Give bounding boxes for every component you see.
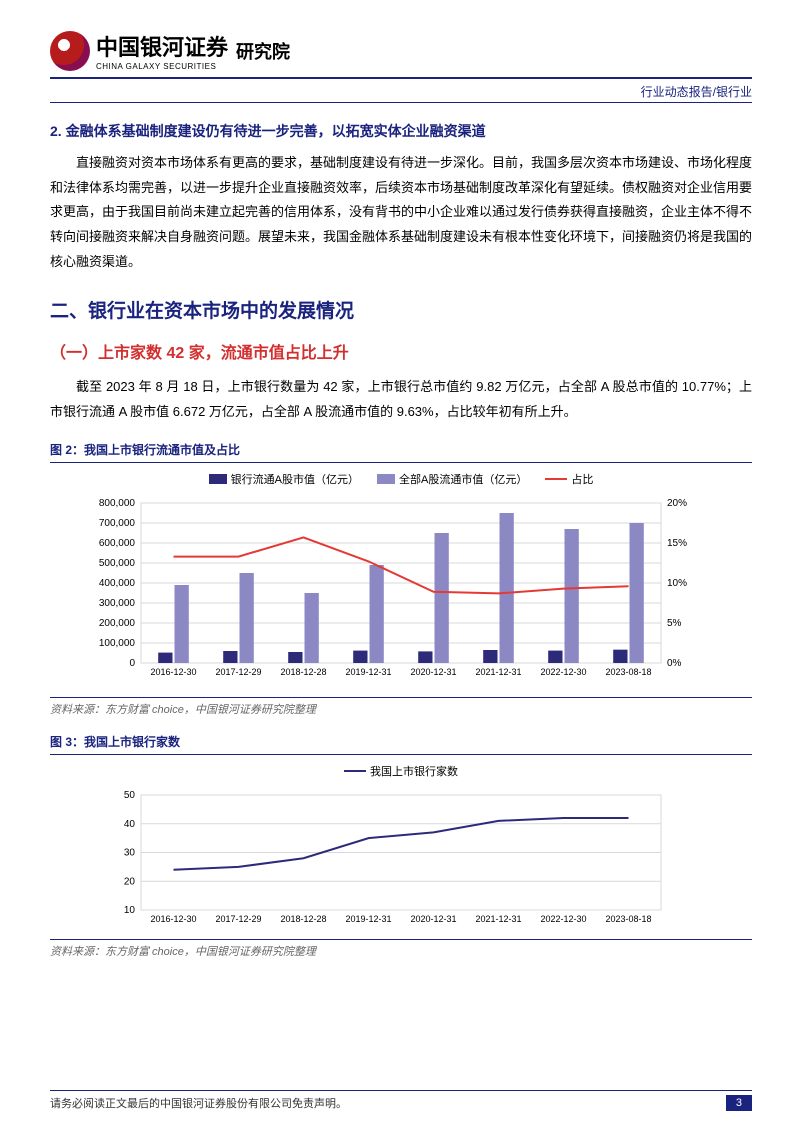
svg-text:500,000: 500,000 (99, 558, 136, 569)
svg-text:2021-12-31: 2021-12-31 (475, 667, 521, 677)
legend-all: 全部A股流通市值（亿元） (399, 471, 527, 487)
svg-text:800,000: 800,000 (99, 498, 136, 509)
logo-icon (50, 31, 90, 71)
svg-text:400,000: 400,000 (99, 578, 136, 589)
fig2-source: 资料来源：东方财富 choice，中国银河证券研究院整理 (50, 697, 752, 717)
svg-text:50: 50 (124, 790, 136, 801)
legend-bank: 银行流通A股市值（亿元） (231, 471, 359, 487)
svg-text:5%: 5% (667, 618, 682, 629)
svg-text:2017-12-29: 2017-12-29 (215, 667, 261, 677)
page-footer: 请务必阅读正文最后的中国银河证券股份有限公司免责声明。 3 (50, 1090, 752, 1111)
svg-text:30: 30 (124, 847, 136, 858)
svg-text:2023-08-18: 2023-08-18 (605, 914, 651, 924)
legend-count: 我国上市银行家数 (370, 763, 458, 779)
svg-text:20: 20 (124, 876, 136, 887)
heading-two: 二、银行业在资本市场中的发展情况 (50, 296, 752, 323)
svg-text:600,000: 600,000 (99, 538, 136, 549)
logo: 中国银河证券 CHINA GALAXY SECURITIES 研究院 (50, 30, 290, 71)
fig3-svg: 10 20 30 40 50 2016-12-30 2017-12-29 2018-12-28… (81, 785, 721, 935)
svg-text:2020-12-31: 2020-12-31 (410, 667, 456, 677)
svg-text:2021-12-31: 2021-12-31 (475, 914, 521, 924)
svg-text:2020-12-31: 2020-12-31 (410, 914, 456, 924)
fig3-title: 图 3：我国上市银行家数 (50, 733, 752, 755)
svg-text:2017-12-29: 2017-12-29 (215, 914, 261, 924)
svg-text:10%: 10% (667, 578, 687, 589)
svg-text:2018-12-28: 2018-12-28 (280, 667, 326, 677)
report-tag: 行业动态报告/银行业 (50, 83, 752, 103)
page-number: 3 (726, 1095, 752, 1111)
svg-text:10: 10 (124, 905, 136, 916)
svg-text:0%: 0% (667, 658, 682, 669)
svg-text:2023-08-18: 2023-08-18 (605, 667, 651, 677)
svg-text:200,000: 200,000 (99, 618, 136, 629)
section-2-title: 2. 金融体系基础制度建设仍有待进一步完善，以拓宽实体企业融资渠道 (50, 121, 752, 141)
fig2-legend: 银行流通A股市值（亿元） 全部A股流通市值（亿元） 占比 (209, 471, 594, 487)
svg-text:2019-12-31: 2019-12-31 (345, 914, 391, 924)
page-header: 中国银河证券 CHINA GALAXY SECURITIES 研究院 (50, 30, 752, 79)
svg-text:40: 40 (124, 819, 136, 830)
svg-text:300,000: 300,000 (99, 598, 136, 609)
disclaimer: 请务必阅读正文最后的中国银河证券股份有限公司免责声明。 (50, 1095, 347, 1111)
svg-text:100,000: 100,000 (99, 638, 136, 649)
subheading-one: （一）上市家数 42 家，流通市值占比上升 (50, 339, 752, 363)
svg-text:0: 0 (129, 658, 135, 669)
fig3-legend: 我国上市银行家数 (344, 763, 458, 779)
fig3-chart: 我国上市银行家数 10 20 30 40 50 2016-12-30 2017-12-29 2… (50, 763, 752, 935)
svg-text:700,000: 700,000 (99, 518, 136, 529)
fig2-title: 图 2：我国上市银行流通市值及占比 (50, 441, 752, 463)
paragraph-one: 截至 2023 年 8 月 18 日，上市银行数量为 42 家，上市银行总市值约… (50, 375, 752, 424)
svg-text:20%: 20% (667, 498, 687, 509)
fig2-chart: 银行流通A股市值（亿元） 全部A股流通市值（亿元） 占比 0 100,000 200… (50, 471, 752, 693)
institute-name: 研究院 (236, 38, 290, 64)
svg-text:2019-12-31: 2019-12-31 (345, 667, 391, 677)
svg-text:2016-12-30: 2016-12-30 (150, 667, 196, 677)
company-name-en: CHINA GALAXY SECURITIES (96, 62, 228, 71)
svg-text:2016-12-30: 2016-12-30 (150, 914, 196, 924)
svg-text:15%: 15% (667, 538, 687, 549)
svg-text:2022-12-30: 2022-12-30 (540, 914, 586, 924)
fig2-svg: 0 100,000 200,000 300,000 400,000 500,000 600,… (81, 493, 721, 693)
svg-text:2022-12-30: 2022-12-30 (540, 667, 586, 677)
fig3-source: 资料来源：东方财富 choice，中国银河证券研究院整理 (50, 939, 752, 959)
section-2-body: 直接融资对资本市场体系有更高的要求，基础制度建设有待进一步深化。目前，我国多层次… (50, 151, 752, 274)
svg-text:2018-12-28: 2018-12-28 (280, 914, 326, 924)
legend-ratio: 占比 (571, 471, 593, 487)
company-name-cn: 中国银河证券 (96, 30, 228, 62)
